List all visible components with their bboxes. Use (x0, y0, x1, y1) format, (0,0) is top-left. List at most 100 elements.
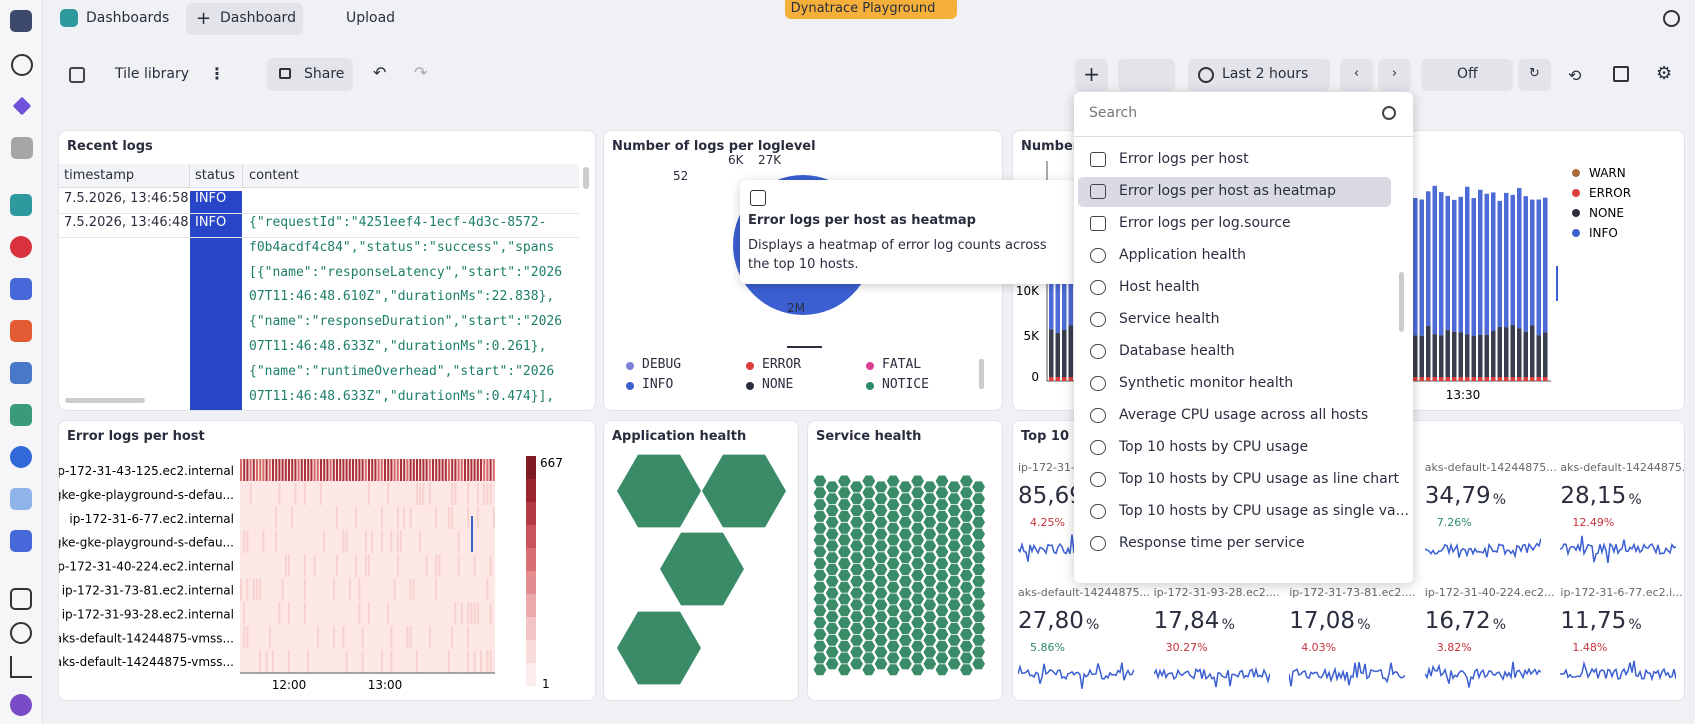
history[interactable]: ⟲ (1568, 66, 1582, 85)
card-change: 1.48% (1572, 641, 1608, 654)
help-icon[interactable] (1663, 10, 1680, 27)
heat-cell (332, 459, 335, 481)
hexagon (960, 593, 973, 605)
card-unit: % (1357, 617, 1371, 633)
heat-cell (480, 650, 482, 673)
hexagon (923, 564, 937, 575)
tile-service-health[interactable]: Service health (807, 420, 1003, 701)
menu-item[interactable]: Synthetic monitor health (1119, 375, 1294, 391)
tile-recent-logs[interactable]: Recent logs timestamp status content 7.5.20… (58, 130, 596, 411)
menu-item[interactable]: Error logs per host (1119, 151, 1249, 167)
expand-icon[interactable] (10, 588, 32, 610)
fullscreen[interactable] (1613, 66, 1629, 82)
bar (1510, 324, 1515, 377)
logo[interactable] (10, 10, 32, 32)
menu-item[interactable]: Average CPU usage across all hosts (1119, 407, 1369, 423)
card-value: 17,84 (1153, 608, 1220, 634)
refresh-button[interactable] (1421, 59, 1513, 91)
share-label[interactable]: Share (304, 66, 345, 82)
ai-icon[interactable] (12, 96, 32, 116)
share-button[interactable] (267, 58, 353, 91)
bar (1419, 335, 1424, 377)
hexagon (947, 505, 961, 516)
stats-icon[interactable] (10, 656, 32, 678)
hexagon (850, 493, 863, 505)
tab[interactable]: Dashboard (220, 10, 296, 26)
refresh-label[interactable]: Off (1457, 66, 1478, 82)
app-hub[interactable] (10, 530, 32, 552)
hexagon (960, 546, 973, 558)
item-icon (1090, 344, 1106, 359)
settings[interactable]: ⚙ (1656, 63, 1673, 84)
menu-item[interactable]: Response time per service (1119, 535, 1305, 551)
menu-item[interactable]: Top 10 hosts by CPU usage as line chart (1119, 471, 1399, 487)
card-unit: % (1628, 492, 1642, 508)
app-dashboards[interactable] (10, 194, 32, 216)
user-avatar[interactable] (10, 694, 32, 716)
bar (1432, 334, 1437, 377)
heat-cell (396, 554, 399, 577)
heat-cell (492, 459, 495, 481)
scrollbar (1399, 272, 1404, 332)
env-badge: Dynatrace Playground (785, 0, 957, 19)
honeycomb (617, 454, 786, 685)
search-icon[interactable] (11, 54, 33, 76)
menu-item[interactable]: Host health (1119, 279, 1200, 295)
app-services[interactable] (10, 362, 32, 384)
menu-item[interactable]: Top 10 hosts by CPU usage as single va..… (1119, 503, 1409, 519)
heat-cell (291, 459, 294, 481)
hexagon (617, 454, 701, 528)
menu-item[interactable]: Top 10 hosts by CPU usage (1119, 439, 1309, 455)
bar (1062, 377, 1067, 381)
app-kubernetes[interactable] (10, 404, 32, 426)
app-infra[interactable] (10, 278, 32, 300)
legend-label: ERROR (762, 357, 802, 372)
heat-cell (435, 506, 438, 529)
prev[interactable]: ‹ (1340, 59, 1373, 91)
reload[interactable]: ↻ (1518, 59, 1551, 91)
tile-title: Service health (816, 429, 922, 444)
add-button[interactable]: + (1075, 59, 1108, 91)
tab[interactable]: Upload (346, 10, 396, 26)
app-cloud[interactable] (10, 488, 32, 510)
hexagon (923, 505, 937, 516)
undo[interactable]: ↶ (373, 63, 387, 82)
card-unit: % (1086, 617, 1100, 633)
menu-item[interactable]: Error logs per log.source (1119, 215, 1291, 231)
search-input[interactable]: Search (1089, 105, 1138, 121)
bar (1536, 199, 1541, 336)
hexagon (850, 587, 863, 599)
menu-item[interactable]: Service health (1119, 311, 1220, 327)
tile-library[interactable]: Tile library (115, 66, 190, 82)
heat-cell (454, 602, 457, 625)
hexagon (825, 516, 839, 528)
sidebar-toggle[interactable] (69, 67, 85, 83)
sparkline-path (1560, 660, 1677, 682)
menu-item[interactable]: Database health (1119, 343, 1235, 359)
menu-item[interactable]: Error logs per host as heatmap (1119, 183, 1337, 199)
next[interactable]: › (1378, 59, 1411, 91)
hexagon (874, 493, 888, 505)
app-security[interactable] (10, 320, 32, 342)
heat-cell (476, 482, 479, 505)
card-change: 3.82% (1436, 641, 1472, 654)
tooltip-description: Displays a heatmap of error log counts a… (748, 238, 1047, 272)
heat-cell (419, 482, 422, 505)
redo[interactable]: ↷ (414, 63, 428, 82)
item-icon (1090, 312, 1106, 327)
hexagon (960, 475, 973, 487)
segment-button[interactable] (1118, 59, 1175, 91)
app-problems[interactable] (10, 236, 32, 258)
app-k8s[interactable] (10, 446, 32, 468)
tile-app-health[interactable]: Application health (603, 420, 799, 701)
help-icon[interactable] (10, 622, 32, 644)
bar (1465, 186, 1470, 335)
menu-item[interactable]: Application health (1119, 247, 1246, 263)
timeframe-label[interactable]: Last 2 hours (1222, 66, 1309, 82)
tile-error-logs[interactable]: Error logs per host ip-172-31-43-125.ec2… (58, 420, 596, 701)
tab[interactable]: Dashboards (86, 10, 170, 26)
apps-icon[interactable] (11, 137, 33, 159)
more-menu[interactable]: ⋮ (209, 64, 225, 83)
hexagon (862, 652, 876, 664)
card-value: 34,79 (1424, 483, 1491, 509)
